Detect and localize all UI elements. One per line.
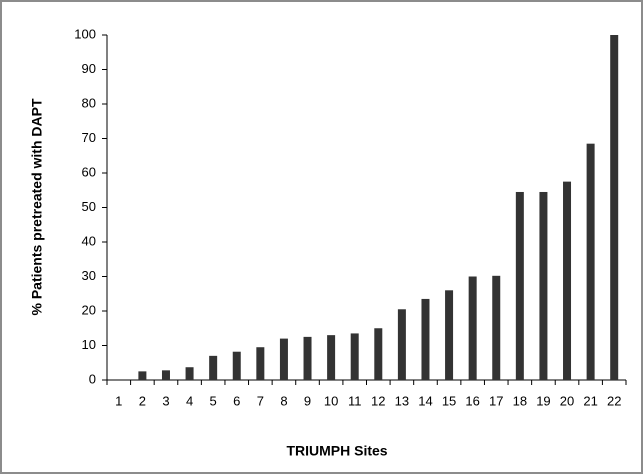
x-tick-label: 17 — [489, 393, 503, 408]
bar — [468, 276, 477, 380]
y-axis-title: % Patients pretreated with DAPT — [29, 98, 45, 315]
y-tick-label: 0 — [89, 371, 96, 386]
bar — [256, 347, 265, 380]
bar — [161, 370, 170, 380]
bar — [610, 35, 619, 380]
y-tick-label: 60 — [82, 164, 96, 179]
bar — [185, 367, 194, 380]
y-tick-label: 30 — [82, 268, 96, 283]
bar — [492, 275, 501, 380]
x-tick-label: 15 — [442, 393, 456, 408]
y-tick-label: 20 — [82, 302, 96, 317]
x-tick-label: 5 — [210, 393, 217, 408]
bar — [515, 191, 524, 380]
y-tick-label: 80 — [82, 95, 96, 110]
x-tick-label: 14 — [418, 393, 432, 408]
x-tick-label: 20 — [560, 393, 574, 408]
bar — [279, 338, 288, 380]
x-tick-label: 12 — [371, 393, 385, 408]
x-tick-label: 4 — [186, 393, 193, 408]
x-tick-label: 7 — [257, 393, 264, 408]
y-tick-label: 90 — [82, 61, 96, 76]
bar — [350, 333, 359, 380]
x-tick-label: 6 — [233, 393, 240, 408]
bar — [303, 336, 312, 380]
x-axis-title: TRIUMPH Sites — [286, 443, 387, 459]
bar — [232, 351, 241, 380]
y-tick-label: 40 — [82, 233, 96, 248]
bar — [209, 355, 218, 380]
x-tick-label: 22 — [607, 393, 621, 408]
bar — [445, 290, 454, 380]
x-tick-label: 10 — [324, 393, 338, 408]
y-tick-label: 10 — [82, 337, 96, 352]
bar — [421, 298, 430, 380]
x-tick-label: 11 — [348, 393, 362, 408]
y-tick-label: 50 — [82, 199, 96, 214]
x-tick-label: 18 — [513, 393, 527, 408]
bar — [563, 181, 572, 380]
bar — [586, 143, 595, 380]
y-tick-label: 70 — [82, 130, 96, 145]
bar — [327, 335, 336, 380]
x-tick-label: 2 — [139, 393, 146, 408]
x-tick-label: 9 — [304, 393, 311, 408]
bar — [539, 191, 548, 380]
x-tick-label: 19 — [536, 393, 550, 408]
x-tick-label: 8 — [280, 393, 287, 408]
bar — [397, 309, 406, 380]
x-tick-label: 21 — [583, 393, 597, 408]
x-tick-label: 16 — [465, 393, 479, 408]
bar — [138, 371, 147, 380]
bar — [374, 328, 383, 380]
y-tick-label: 100 — [74, 26, 96, 41]
x-tick-label: 13 — [395, 393, 409, 408]
x-tick-label: 1 — [115, 393, 122, 408]
x-tick-label: 3 — [162, 393, 169, 408]
